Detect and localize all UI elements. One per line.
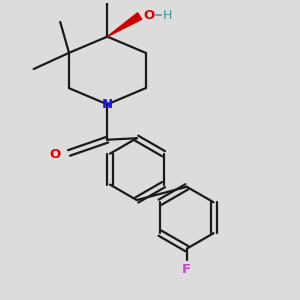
- Text: N: N: [102, 98, 113, 111]
- Text: H: H: [163, 9, 172, 22]
- Text: O: O: [50, 148, 61, 161]
- Text: F: F: [182, 263, 191, 276]
- Polygon shape: [107, 13, 142, 37]
- Text: O: O: [143, 9, 155, 22]
